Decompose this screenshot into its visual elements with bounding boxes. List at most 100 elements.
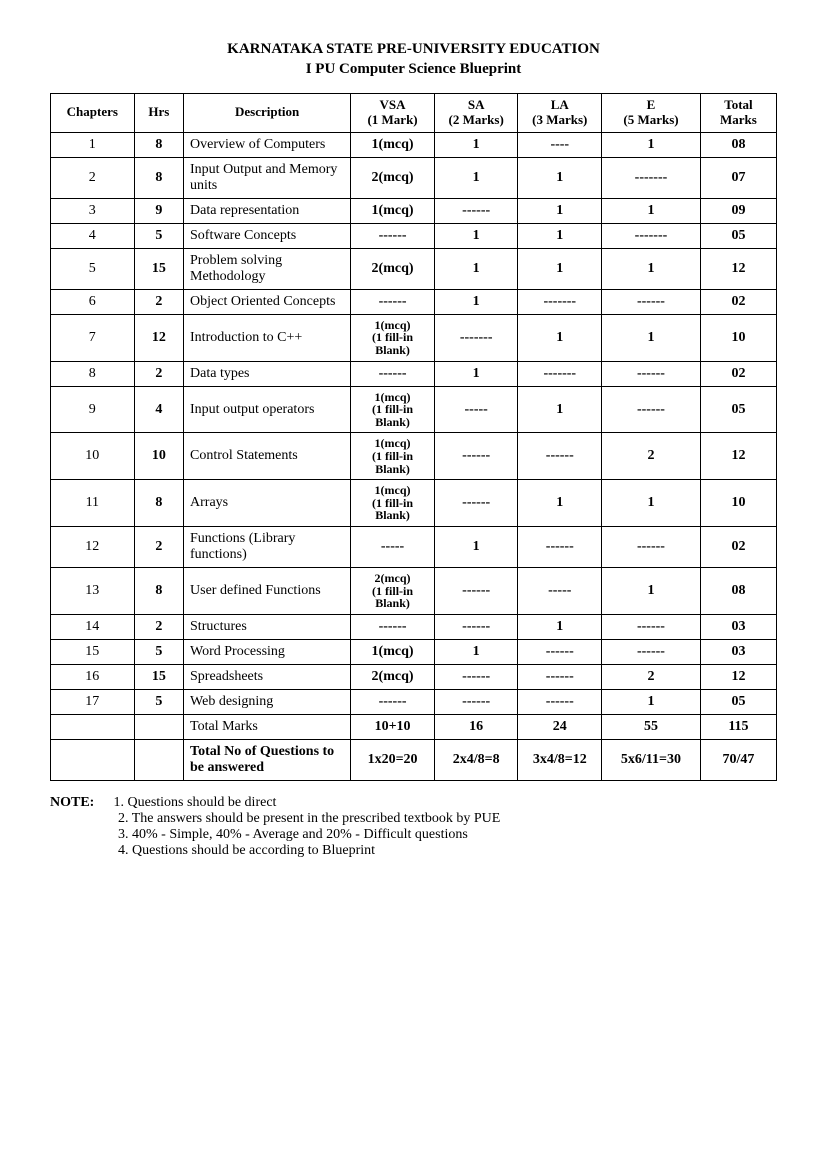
cell-vsa: ------ [351, 289, 435, 314]
cell-chapter: 9 [51, 386, 135, 433]
cell-total: 05 [700, 386, 776, 433]
cell-e: ------ [602, 639, 701, 664]
cell-hrs: 12 [134, 314, 183, 361]
cell-vsa: 1(mcq) [351, 198, 435, 223]
table-row: 1010Control Statements1(mcq)(1 fill-in B… [51, 433, 777, 480]
cell-e: ------ [602, 614, 701, 639]
cell-sa: 1 [434, 527, 518, 568]
table-row: 712Introduction to C++1(mcq)(1 fill-in B… [51, 314, 777, 361]
header-description: Description [184, 94, 351, 133]
header-e: E(5 Marks) [602, 94, 701, 133]
cell-la: 1 [518, 198, 602, 223]
cell-description: Object Oriented Concepts [184, 289, 351, 314]
cell-la: ---- [518, 132, 602, 157]
cell-total: 12 [700, 248, 776, 289]
cell-hrs: 15 [134, 248, 183, 289]
cell-description: Data types [184, 361, 351, 386]
table-row: 28Input Output and Memory units2(mcq)11-… [51, 157, 777, 198]
cell-description: Data representation [184, 198, 351, 223]
cell-vsa: 10+10 [351, 714, 435, 739]
cell-la: ------ [518, 433, 602, 480]
cell-chapter [51, 739, 135, 780]
cell-chapter: 16 [51, 664, 135, 689]
cell-la: ------ [518, 527, 602, 568]
cell-chapter: 14 [51, 614, 135, 639]
cell-la: ------ [518, 639, 602, 664]
cell-hrs: 2 [134, 361, 183, 386]
cell-vsa: 1(mcq)(1 fill-in Blank) [351, 386, 435, 433]
cell-la: ----- [518, 568, 602, 615]
cell-e: ------ [602, 527, 701, 568]
notes-section: NOTE: 1. Questions should be direct 2. T… [50, 795, 777, 859]
cell-vsa: ------ [351, 223, 435, 248]
cell-sa: ------ [434, 433, 518, 480]
questions-row: Total No of Questions to be answered1x20… [51, 739, 777, 780]
cell-description: Control Statements [184, 433, 351, 480]
cell-e: 1 [602, 198, 701, 223]
cell-description: Problem solving Methodology [184, 248, 351, 289]
cell-hrs [134, 739, 183, 780]
cell-total: 07 [700, 157, 776, 198]
cell-la: ------ [518, 664, 602, 689]
cell-e: ------ [602, 361, 701, 386]
cell-chapter: 12 [51, 527, 135, 568]
table-row: 62Object Oriented Concepts------1-------… [51, 289, 777, 314]
cell-hrs: 2 [134, 527, 183, 568]
cell-description: Arrays [184, 480, 351, 527]
cell-vsa: 1(mcq)(1 fill-in Blank) [351, 433, 435, 480]
cell-la: 1 [518, 314, 602, 361]
cell-total: 10 [700, 314, 776, 361]
cell-chapter: 4 [51, 223, 135, 248]
cell-sa: ------ [434, 198, 518, 223]
cell-e: ------ [602, 386, 701, 433]
cell-total: 08 [700, 568, 776, 615]
cell-sa: ----- [434, 386, 518, 433]
cell-description: Input output operators [184, 386, 351, 433]
cell-hrs: 2 [134, 289, 183, 314]
title-line-2: I PU Computer Science Blueprint [50, 60, 777, 80]
table-row: 39Data representation1(mcq)------1109 [51, 198, 777, 223]
cell-vsa: 1(mcq) [351, 639, 435, 664]
cell-hrs: 8 [134, 480, 183, 527]
table-row: 515Problem solving Methodology2(mcq)1111… [51, 248, 777, 289]
note-item: 2. The answers should be present in the … [118, 811, 777, 827]
cell-hrs: 2 [134, 614, 183, 639]
cell-total: 12 [700, 433, 776, 480]
cell-total: 10 [700, 480, 776, 527]
cell-total: 02 [700, 289, 776, 314]
cell-vsa: ------ [351, 361, 435, 386]
cell-e: 55 [602, 714, 701, 739]
cell-total: 02 [700, 527, 776, 568]
cell-vsa: ------ [351, 614, 435, 639]
cell-hrs: 8 [134, 132, 183, 157]
cell-description: Total No of Questions to be answered [184, 739, 351, 780]
cell-sa: 1 [434, 248, 518, 289]
cell-vsa: 1(mcq)(1 fill-in Blank) [351, 314, 435, 361]
cell-vsa: ------ [351, 689, 435, 714]
cell-la: 1 [518, 223, 602, 248]
header-la: LA(3 Marks) [518, 94, 602, 133]
cell-chapter: 7 [51, 314, 135, 361]
cell-hrs: 5 [134, 689, 183, 714]
cell-total: 03 [700, 639, 776, 664]
note-label: NOTE: [50, 795, 110, 811]
cell-total: 08 [700, 132, 776, 157]
cell-sa: 1 [434, 361, 518, 386]
blueprint-table: Chapters Hrs Description VSA(1 Mark) SA(… [50, 93, 777, 781]
cell-e: ------- [602, 223, 701, 248]
cell-description: Functions (Library functions) [184, 527, 351, 568]
cell-total: 03 [700, 614, 776, 639]
cell-sa: ------ [434, 689, 518, 714]
cell-chapter: 15 [51, 639, 135, 664]
header-row: Chapters Hrs Description VSA(1 Mark) SA(… [51, 94, 777, 133]
cell-chapter: 6 [51, 289, 135, 314]
note-text: 1. Questions should be direct [114, 795, 277, 810]
page-title: KARNATAKA STATE PRE-UNIVERSITY EDUCATION… [50, 40, 777, 79]
title-line-1: KARNATAKA STATE PRE-UNIVERSITY EDUCATION [50, 40, 777, 60]
cell-e: 1 [602, 689, 701, 714]
table-row: 94Input output operators1(mcq)(1 fill-in… [51, 386, 777, 433]
table-row: 155Word Processing1(mcq)1------------03 [51, 639, 777, 664]
cell-la: 3x4/8=12 [518, 739, 602, 780]
cell-sa: 16 [434, 714, 518, 739]
cell-sa: 1 [434, 289, 518, 314]
